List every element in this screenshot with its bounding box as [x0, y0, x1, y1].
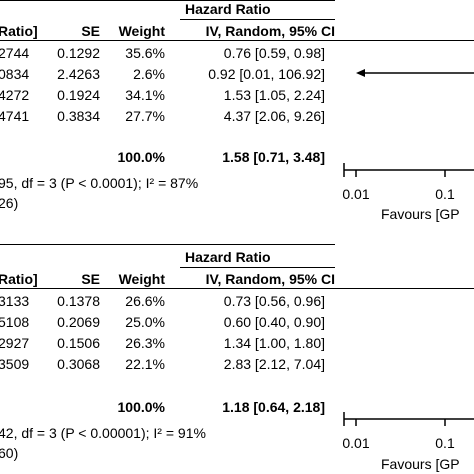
- loghr-value: 4272: [0, 87, 30, 103]
- header-col-ci: IV, Random, 95% CI: [205, 23, 335, 39]
- weight-value: 26.3%: [125, 335, 165, 351]
- ci-value: 1.34 [1.00, 1.80]: [223, 335, 325, 351]
- forest-plot-panel-2: Hazard Ratio Ratio] SE Weight IV, Random…: [0, 237, 474, 474]
- ci-value: 2.83 [2.12, 7.04]: [223, 356, 325, 372]
- total-weight: 100.0%: [117, 399, 165, 415]
- se-value: 0.3068: [57, 356, 100, 372]
- x-tick-label: 0.1: [435, 186, 455, 202]
- loghr-value: 4741: [0, 108, 30, 124]
- x-axis-label: Favours [GP: [381, 206, 460, 222]
- se-value: 0.1292: [57, 45, 100, 61]
- loghr-value: 5108: [0, 314, 30, 330]
- header-group-label: Hazard Ratio: [185, 249, 271, 265]
- forest-plot-area: [343, 69, 474, 177]
- header-col-loghr: Ratio]: [0, 271, 38, 287]
- weight-value: 22.1%: [125, 356, 165, 372]
- se-value: 0.1506: [57, 335, 100, 351]
- header-col-loghr: Ratio]: [0, 23, 38, 39]
- header-col-weight: Weight: [118, 271, 165, 287]
- se-value: 0.2069: [57, 314, 100, 330]
- loghr-value: 3133: [0, 293, 30, 309]
- ci-value: 0.73 [0.56, 0.96]: [223, 293, 325, 309]
- header-bottom-rule: [0, 40, 474, 41]
- se-value: 0.1378: [57, 293, 100, 309]
- header-group-label: Hazard Ratio: [185, 1, 271, 17]
- header-col-ci: IV, Random, 95% CI: [205, 271, 335, 287]
- ci-value: 4.37 [2.06, 9.26]: [223, 108, 325, 124]
- header-col-se: SE: [81, 23, 100, 39]
- ci-value: 0.92 [0.01, 106.92]: [208, 66, 325, 82]
- x-axis-label: Favours [GP: [381, 456, 460, 472]
- x-tick-label: 0.01: [342, 186, 370, 202]
- loghr-value: 0834: [0, 66, 30, 82]
- overall-effect-text: 26): [0, 195, 19, 211]
- overall-effect-text: 60): [0, 445, 19, 461]
- loghr-value: 2744: [0, 45, 30, 61]
- loghr-value: 3509: [0, 356, 30, 372]
- se-value: 2.4263: [57, 66, 100, 82]
- total-weight: 100.0%: [117, 149, 165, 165]
- header-bottom-rule: [0, 288, 474, 289]
- ci-value: 0.76 [0.59, 0.98]: [223, 45, 325, 61]
- se-value: 0.3834: [57, 108, 100, 124]
- forest-plot-area: [343, 412, 474, 426]
- header-col-weight: Weight: [118, 23, 165, 39]
- weight-value: 26.6%: [125, 293, 165, 309]
- se-value: 0.1924: [57, 87, 100, 103]
- loghr-value: 2927: [0, 335, 30, 351]
- x-tick-label: 0.01: [342, 435, 370, 451]
- header-top-rule: [0, 0, 335, 1]
- header-col-se: SE: [81, 271, 100, 287]
- total-ci: 1.58 [0.71, 3.48]: [222, 149, 325, 165]
- header-mid-rule: [180, 19, 335, 20]
- header-mid-rule: [180, 267, 335, 268]
- weight-value: 35.6%: [125, 45, 165, 61]
- x-tick-label: 0.1: [435, 435, 455, 451]
- total-ci: 1.18 [0.64, 2.18]: [222, 399, 325, 415]
- weight-value: 25.0%: [125, 314, 165, 330]
- forest-plot-panel-1: Hazard Ratio Ratio] SE Weight IV, Random…: [0, 0, 474, 222]
- weight-value: 34.1%: [125, 87, 165, 103]
- weight-value: 2.6%: [133, 66, 165, 82]
- ci-arrow-left: [356, 69, 365, 77]
- weight-value: 27.7%: [125, 108, 165, 124]
- header-top-rule: [0, 244, 335, 245]
- ci-value: 1.53 [1.05, 2.24]: [223, 87, 325, 103]
- heterogeneity-text: 42, df = 3 (P < 0.00001); I² = 91%: [0, 425, 206, 441]
- ci-value: 0.60 [0.40, 0.90]: [223, 314, 325, 330]
- heterogeneity-text: 95, df = 3 (P < 0.0001); I² = 87%: [0, 175, 199, 191]
